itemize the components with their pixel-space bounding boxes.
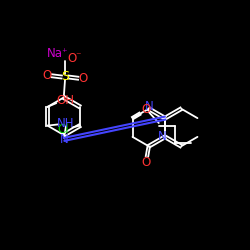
Text: O: O bbox=[142, 156, 151, 169]
Text: ⁺: ⁺ bbox=[61, 48, 66, 58]
Text: O: O bbox=[142, 104, 151, 117]
Text: O: O bbox=[78, 72, 88, 85]
Text: S: S bbox=[61, 70, 69, 84]
Text: NH: NH bbox=[57, 116, 75, 130]
Text: N: N bbox=[60, 133, 69, 146]
Text: N: N bbox=[158, 130, 167, 143]
Text: Na: Na bbox=[47, 47, 63, 60]
Text: N: N bbox=[144, 100, 153, 113]
Text: O: O bbox=[68, 52, 77, 65]
Text: OH: OH bbox=[56, 94, 74, 107]
Text: O: O bbox=[42, 69, 51, 82]
Text: Cl: Cl bbox=[58, 123, 69, 136]
Text: ⁻: ⁻ bbox=[76, 51, 81, 61]
